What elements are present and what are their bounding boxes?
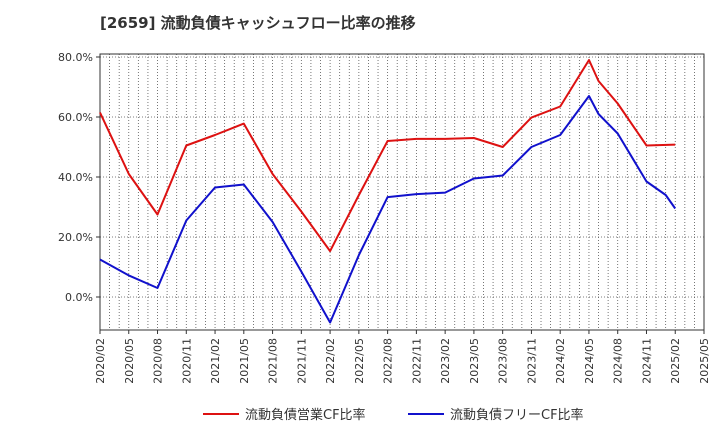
y-tick-label: 0.0% [65, 291, 93, 304]
x-tick-label: 2021/05 [238, 338, 251, 384]
x-tick-label: 2021/08 [267, 338, 280, 384]
y-axis: 0.0% 20.0% 40.0% 60.0% 80.0% [58, 51, 100, 304]
legend-label-2: 流動負債フリーCF比率 [450, 407, 584, 423]
x-tick-label: 2024/05 [583, 338, 596, 384]
y-tick-label: 80.0% [58, 51, 93, 64]
x-tick-label: 2022/11 [410, 338, 423, 384]
grid [100, 54, 704, 330]
x-tick-label: 2024/11 [640, 338, 653, 384]
x-tick-label: 2021/02 [209, 338, 222, 384]
x-tick-label: 2025/05 [698, 338, 711, 384]
x-tick-label: 2023/02 [439, 338, 452, 384]
x-axis: 2020/02 2020/05 2020/08 2020/11 2021/02 2021/… [94, 330, 711, 384]
x-tick-label: 2022/05 [353, 338, 366, 384]
x-tick-label: 2023/11 [525, 338, 538, 384]
series-line-1 [99, 59, 676, 253]
legend-label-1: 流動負債営業CF比率 [245, 407, 366, 423]
chart-title: [2659] 流動負債キャッシュフロー比率の推移 [100, 14, 416, 32]
legend: 流動負債営業CF比率 流動負債フリーCF比率 [203, 407, 584, 423]
x-tick-label: 2020/08 [152, 338, 165, 384]
x-tick-label: 2024/02 [554, 338, 567, 384]
x-tick-label: 2022/08 [382, 338, 395, 384]
y-tick-label: 20.0% [58, 231, 93, 244]
plot-frame [99, 53, 705, 331]
x-tick-label: 2023/08 [497, 338, 510, 384]
x-tick-label: 2025/02 [669, 338, 682, 384]
x-tick-label: 2020/02 [94, 338, 107, 384]
series-line-2 [99, 95, 677, 324]
x-tick-label: 2023/05 [468, 338, 481, 384]
y-tick-label: 40.0% [58, 171, 93, 184]
x-tick-label: 2020/05 [123, 338, 136, 384]
series-group [99, 59, 677, 324]
x-tick-label: 2021/11 [295, 338, 308, 384]
x-tick-label: 2022/02 [324, 338, 337, 384]
x-tick-label: 2020/11 [180, 338, 193, 384]
y-tick-label: 60.0% [58, 111, 93, 124]
x-tick-label: 2024/08 [612, 338, 625, 384]
